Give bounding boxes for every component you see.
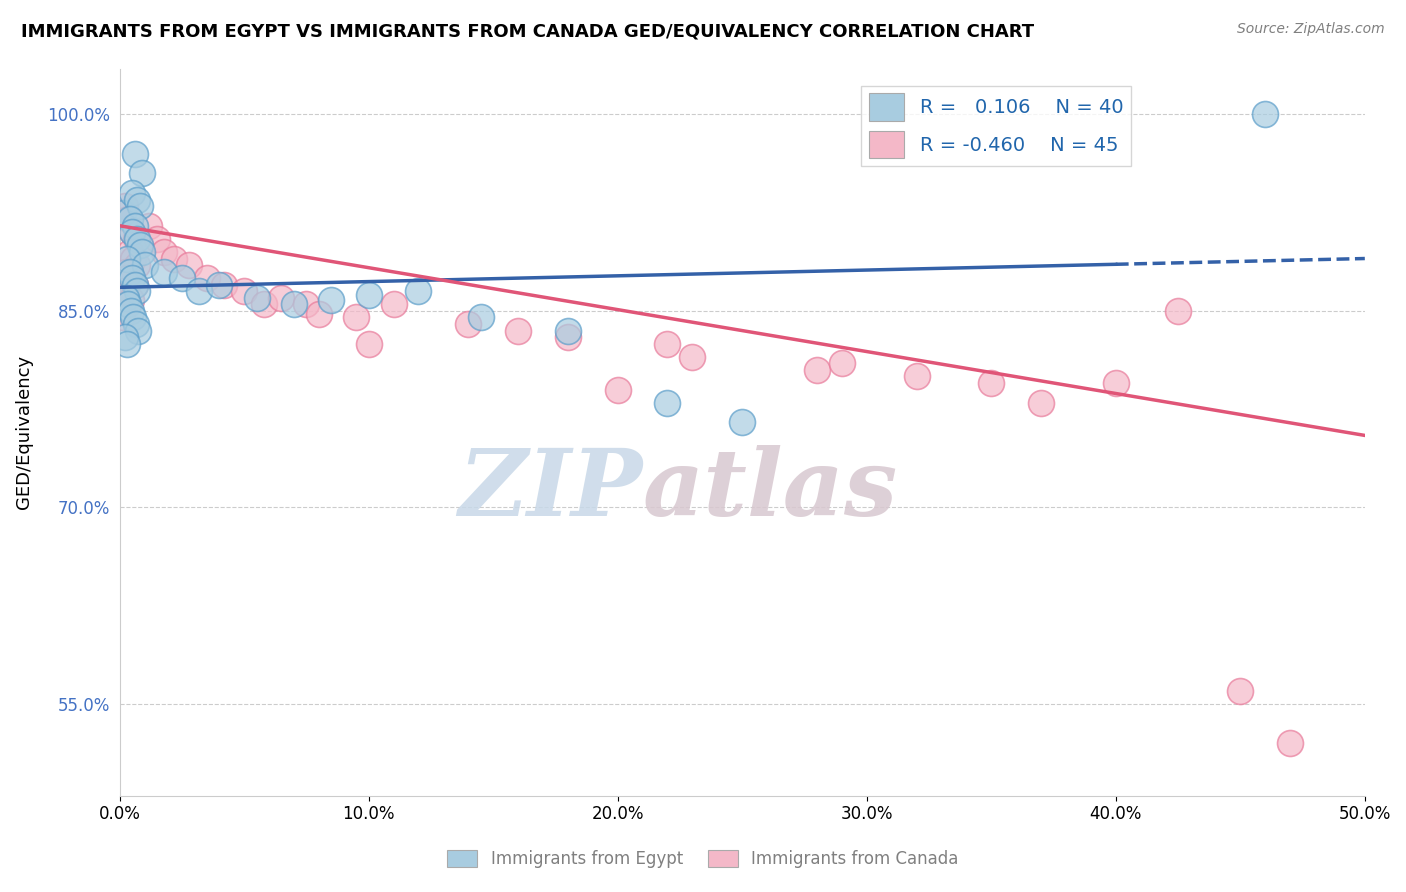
Point [121,186,143,200]
Point [153,244,176,259]
Point [117,212,139,227]
Point [117,297,139,311]
Point [128,238,150,252]
Point [179,258,201,272]
Point [122,310,145,325]
Point [124,277,146,292]
Point [233,285,256,299]
Point [295,297,318,311]
Point [212,277,235,292]
Point [1229,684,1251,698]
Point [114,330,136,344]
Point [506,324,529,338]
Point [134,258,156,272]
Point [125,258,148,272]
Point [125,317,148,331]
Point [122,252,145,266]
Point [115,271,138,285]
Point [1254,107,1277,121]
Point [408,285,430,299]
Point [731,415,754,429]
Point [557,324,579,338]
Point [138,219,160,233]
Point [270,291,292,305]
Text: Source: ZipAtlas.com: Source: ZipAtlas.com [1237,22,1385,37]
Point [170,271,193,285]
Point [905,369,928,384]
Point [195,271,218,285]
Point [125,232,148,246]
Point [153,265,176,279]
Point [657,395,679,409]
Point [125,193,148,207]
Point [128,199,150,213]
Point [321,293,343,308]
Point [681,350,703,364]
Point [121,225,143,239]
Point [124,277,146,292]
Point [245,291,267,305]
Text: atlas: atlas [643,445,898,535]
Point [118,244,141,259]
Point [131,244,153,259]
Point [357,336,380,351]
Point [163,252,186,266]
Text: ZIP: ZIP [458,445,643,535]
Point [124,219,146,233]
Legend: Immigrants from Egypt, Immigrants from Canada: Immigrants from Egypt, Immigrants from C… [440,843,966,875]
Point [146,232,169,246]
Point [357,288,380,302]
Point [308,307,330,321]
Point [114,199,136,213]
Point [457,317,479,331]
Point [1029,395,1052,409]
Point [657,336,679,351]
Point [118,265,141,279]
Point [115,291,138,305]
Point [121,271,143,285]
Point [980,376,1002,390]
Legend: R =   0.106    N = 40, R = -0.460    N = 45: R = 0.106 N = 40, R = -0.460 N = 45 [862,86,1130,166]
Point [1167,304,1189,318]
Point [118,212,141,227]
Point [382,297,405,311]
Point [470,310,492,325]
Point [188,285,211,299]
Point [1105,376,1128,390]
Point [128,238,150,252]
Point [112,205,135,219]
Point [125,285,148,299]
Point [208,277,231,292]
Point [1279,736,1302,750]
Point [831,356,853,370]
Point [131,166,153,180]
Point [115,252,138,266]
Point [121,225,143,239]
Point [111,310,134,325]
Point [806,363,828,377]
Point [120,304,142,318]
Point [124,146,146,161]
Point [606,383,628,397]
Y-axis label: GED/Equivalency: GED/Equivalency [15,355,32,509]
Point [115,336,138,351]
Point [125,232,148,246]
Text: IMMIGRANTS FROM EGYPT VS IMMIGRANTS FROM CANADA GED/EQUIVALENCY CORRELATION CHAR: IMMIGRANTS FROM EGYPT VS IMMIGRANTS FROM… [21,22,1035,40]
Point [112,285,135,299]
Point [115,265,138,279]
Point [557,330,579,344]
Point [127,324,149,338]
Point [253,297,276,311]
Point [120,293,142,308]
Point [283,297,305,311]
Point [344,310,367,325]
